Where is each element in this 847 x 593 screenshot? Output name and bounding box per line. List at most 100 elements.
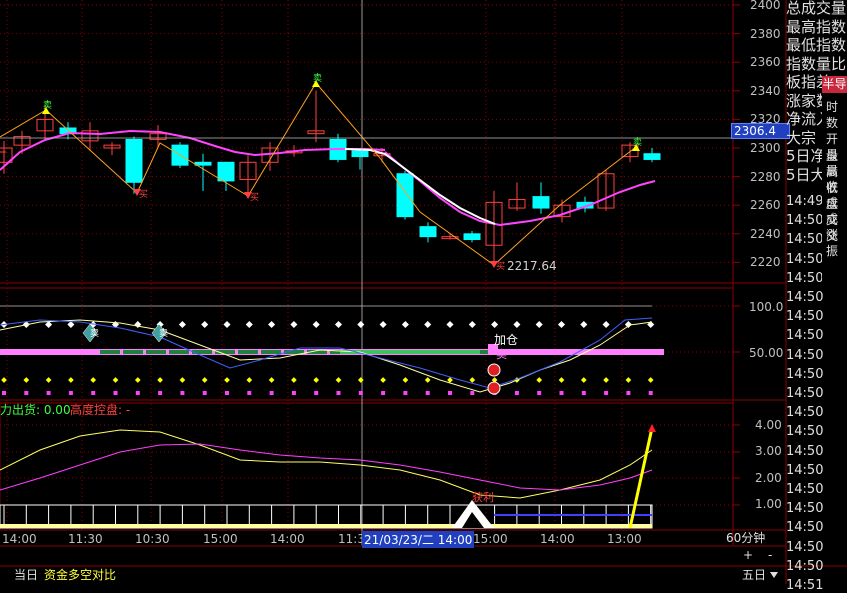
time-item: 14:50 [786,213,824,229]
indicator-dot [335,377,342,383]
candle-body [103,144,121,149]
buy-marker-icon [133,189,141,196]
indicator-dot [559,391,564,395]
indicator-dot [179,377,186,383]
indicator-dot [67,320,75,329]
sell-marker-icon [632,144,640,151]
diamond-icon [82,323,98,343]
time-item: 14:50 [786,462,824,478]
price-tick: 2340 [750,83,781,98]
info-line: 5日大 [786,165,826,184]
buy-marker-icon [490,261,498,268]
sell-marker-icon [312,80,320,87]
side-tab: 最高 [826,148,839,179]
lower-spike [628,427,654,529]
indicator-dot [201,320,209,329]
add-position-marker [488,344,498,354]
indicator-dot [447,377,453,383]
indicator-band-segment [340,350,480,354]
indicator-band-segment [215,350,235,354]
indicator-dot [468,320,476,329]
x-label-1: 11:30 [68,532,103,546]
time-item: 14:50 [786,290,824,305]
indicator-dot [134,377,141,383]
indicator-band-segment [261,350,281,354]
indicator-dot [403,391,408,395]
time-item: 14:50 [786,251,824,267]
zoom-in-button[interactable]: + [743,548,754,562]
indicator-dot [312,320,320,329]
lower-line-magenta [0,443,653,491]
indicator-dot [225,391,229,395]
buy-marker-icon [244,192,252,199]
indicator-dot [23,377,30,383]
time-item: 14:50 [786,270,824,286]
time-item: 14:50 [786,443,824,459]
tab-today[interactable]: 当日 [14,568,39,582]
indicator-dot [224,377,230,383]
side-tabs: 时数开盘 最高 最低 收盘 成交 成交涨振 [822,76,847,281]
indicator-dot [604,391,609,395]
sector-button[interactable]: 半导 [822,76,847,93]
info-line: 净流入 [786,110,832,128]
price-tick: 2240 [750,226,781,241]
indicator-band-segment [238,350,258,354]
sell-label: 卖 [633,137,642,148]
indicator-dot [537,391,542,395]
time-item: 14:50 [786,309,824,325]
indicator-dot [514,391,519,395]
indicator-dot [425,391,430,395]
info-line: 最高指数 [786,17,847,36]
buy-label: 买 [250,192,259,203]
period-button[interactable]: 60分钟 [726,531,766,545]
buy-label: 买 [496,261,505,272]
time-item: 14:50 [786,482,824,497]
indicator-dot [357,320,365,329]
chevron-down-icon[interactable] [770,572,778,578]
indicator-dot [602,320,610,329]
info-line: 指数量比 [786,54,847,73]
candle-body [36,118,54,132]
indicator-line-yellow [0,319,653,393]
indicator-dot [558,377,565,383]
indicator-dot [491,377,498,383]
x-label-4: 14:00 [270,532,305,546]
indicator-dot [580,320,588,329]
price-tick: 2220 [750,255,781,270]
tab-money-flow[interactable]: 资金多空对比 [44,568,117,582]
sell-label: 卖 [313,73,322,84]
indicator-dot [245,320,253,329]
indicator-dot [491,320,499,329]
indicator-tick-50: 50.00 [749,346,784,360]
indicator-dot [581,391,586,395]
x-label-5: 11:3 [338,532,365,546]
indicator-dot [2,391,6,395]
indicator-dot [202,391,207,395]
indicator-dot [112,377,119,383]
candle-body [194,161,212,166]
up-arrow-icon [648,424,656,432]
side-tab: 最低 [826,164,839,195]
indicator-dot [625,377,632,383]
candle-body [149,133,167,140]
candle-body [217,161,235,182]
x-label-6: 15:00 [473,532,508,546]
sell-label: 卖 [43,100,52,111]
indicator-dot [470,391,475,395]
lower-frame [0,402,734,531]
indicator-dot [401,320,409,329]
info-line: 大宗 [786,128,817,147]
sell-marker-icon [42,107,50,114]
zoom-out-button[interactable]: - [768,548,773,562]
indicator-dot [314,391,319,395]
side-tab: 振 [826,244,839,258]
info-line: 涨家数 [786,91,832,110]
candle-body [643,153,661,160]
indicator-dot [46,391,51,395]
weekday-button[interactable]: 五日 [742,568,767,582]
info-panel: 总成交量 最高指数 最低指数 指数量比 板指差 涨家数 净流入 大宗 5日净 5日大 [786,0,847,280]
time-item: 14:50 [786,328,824,344]
add-position-label: 加仓 [494,333,519,347]
indicator-dot [268,320,276,329]
